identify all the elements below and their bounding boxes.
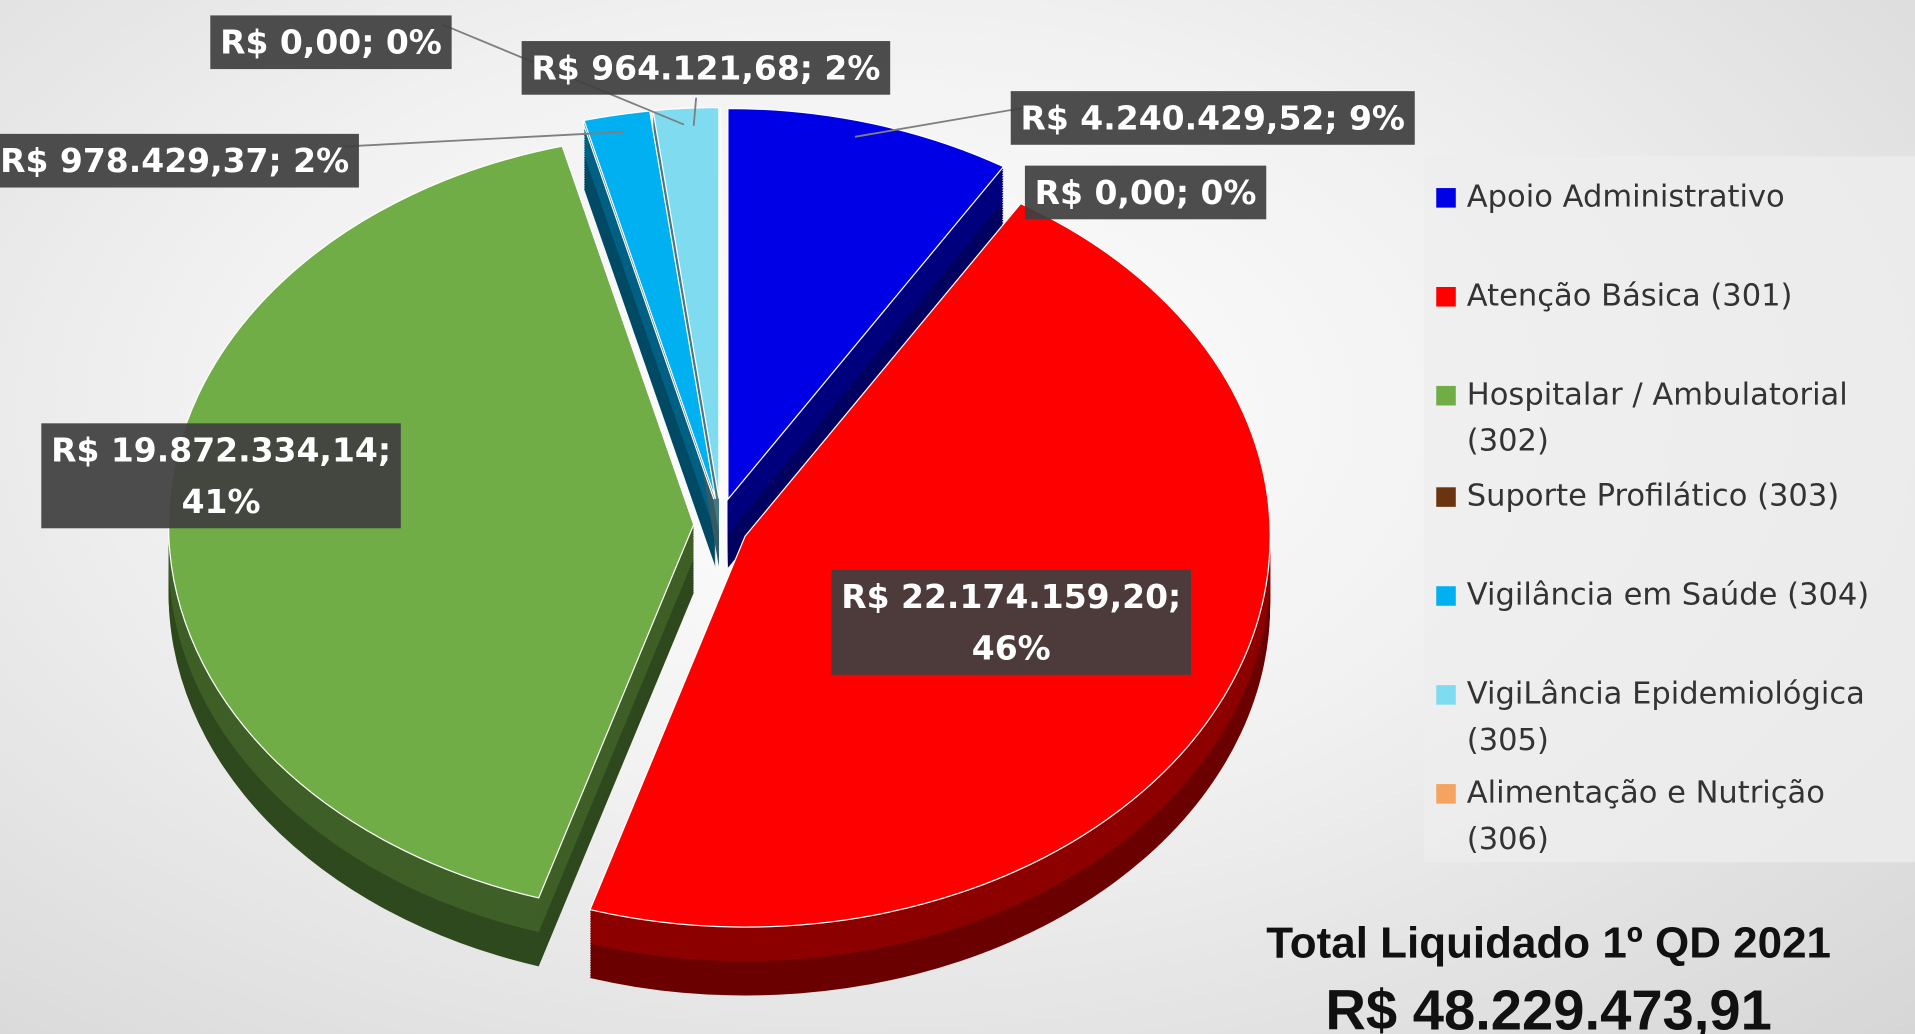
- leader-line: [692, 97, 698, 126]
- slice: [581, 120, 715, 500]
- data-label: R$ 0,00; 0%: [1035, 173, 1257, 212]
- legend-label: VigiLância Epidemiológica (305): [1466, 675, 1865, 758]
- legend-label: Vigilância em Saúde (304): [1466, 576, 1870, 612]
- data-label: R$ 4.240.429,52; 9%: [1021, 98, 1405, 137]
- data-label-box: [210, 15, 452, 70]
- slice: [727, 107, 1005, 502]
- data-label: R$ 19.872.334,14; 41%: [51, 431, 391, 521]
- data-label-box: [521, 41, 891, 95]
- legend-label: Apoio Administrativo: [1466, 178, 1785, 214]
- legend-swatch: [1436, 287, 1456, 307]
- slice: [652, 106, 720, 499]
- legend-item: Apoio Administrativo: [1436, 173, 1915, 219]
- data-label-box: [1024, 165, 1267, 220]
- data-label: R$ 22.174.159,20; 46%: [841, 577, 1181, 667]
- legend-item: Atenção Básica (301): [1436, 272, 1915, 318]
- legend-swatch: [1436, 487, 1456, 507]
- legend-swatch: [1436, 188, 1456, 208]
- legend-item: Vigilância em Saúde (304): [1436, 572, 1915, 618]
- data-label-box: [41, 423, 401, 529]
- legend-swatch: [1436, 385, 1456, 406]
- legend-item: Hospitalar / Ambulatorial (302): [1436, 371, 1915, 464]
- legend-item: Suporte Profilático (303): [1436, 473, 1915, 519]
- leader-line: [854, 106, 1027, 138]
- data-label-box: [0, 133, 359, 188]
- legend-swatch: [1436, 685, 1456, 705]
- total-value: R$ 48.229.473,91: [1325, 979, 1772, 1034]
- legend-label: Alimentação e Nutrição (306): [1466, 774, 1825, 857]
- data-label: R$ 0,00; 0%: [220, 23, 442, 62]
- legend-item: Alimentação e Nutrição (306): [1436, 769, 1915, 862]
- legend-item: VigiLância Epidemiológica (305): [1436, 670, 1915, 763]
- legend-label: Atenção Básica (301): [1466, 277, 1793, 313]
- data-labels: R$ 4.240.429,52; 9% R$ 22.174.159,20; 46% R…: [0, 15, 1415, 675]
- data-label: R$ 978.429,37; 2%: [0, 141, 349, 180]
- data-label-box: [831, 569, 1191, 675]
- slice: [589, 202, 1271, 928]
- data-label: R$ 964.121,68; 2%: [531, 48, 880, 87]
- data-label-box: [1010, 91, 1415, 145]
- legend-swatch: [1436, 586, 1456, 606]
- legend-swatch: [1436, 784, 1456, 804]
- leader-line: [343, 130, 623, 148]
- legend: Apoio Administrativo Atenção Básica (301)…: [1424, 156, 1915, 863]
- pie: [167, 106, 1271, 928]
- total-caption: Total Liquidado 1º QD 2021: [1266, 918, 1831, 967]
- legend-label: Suporte Profilático (303): [1466, 477, 1840, 513]
- legend-label: Hospitalar / Ambulatorial (302): [1466, 376, 1848, 458]
